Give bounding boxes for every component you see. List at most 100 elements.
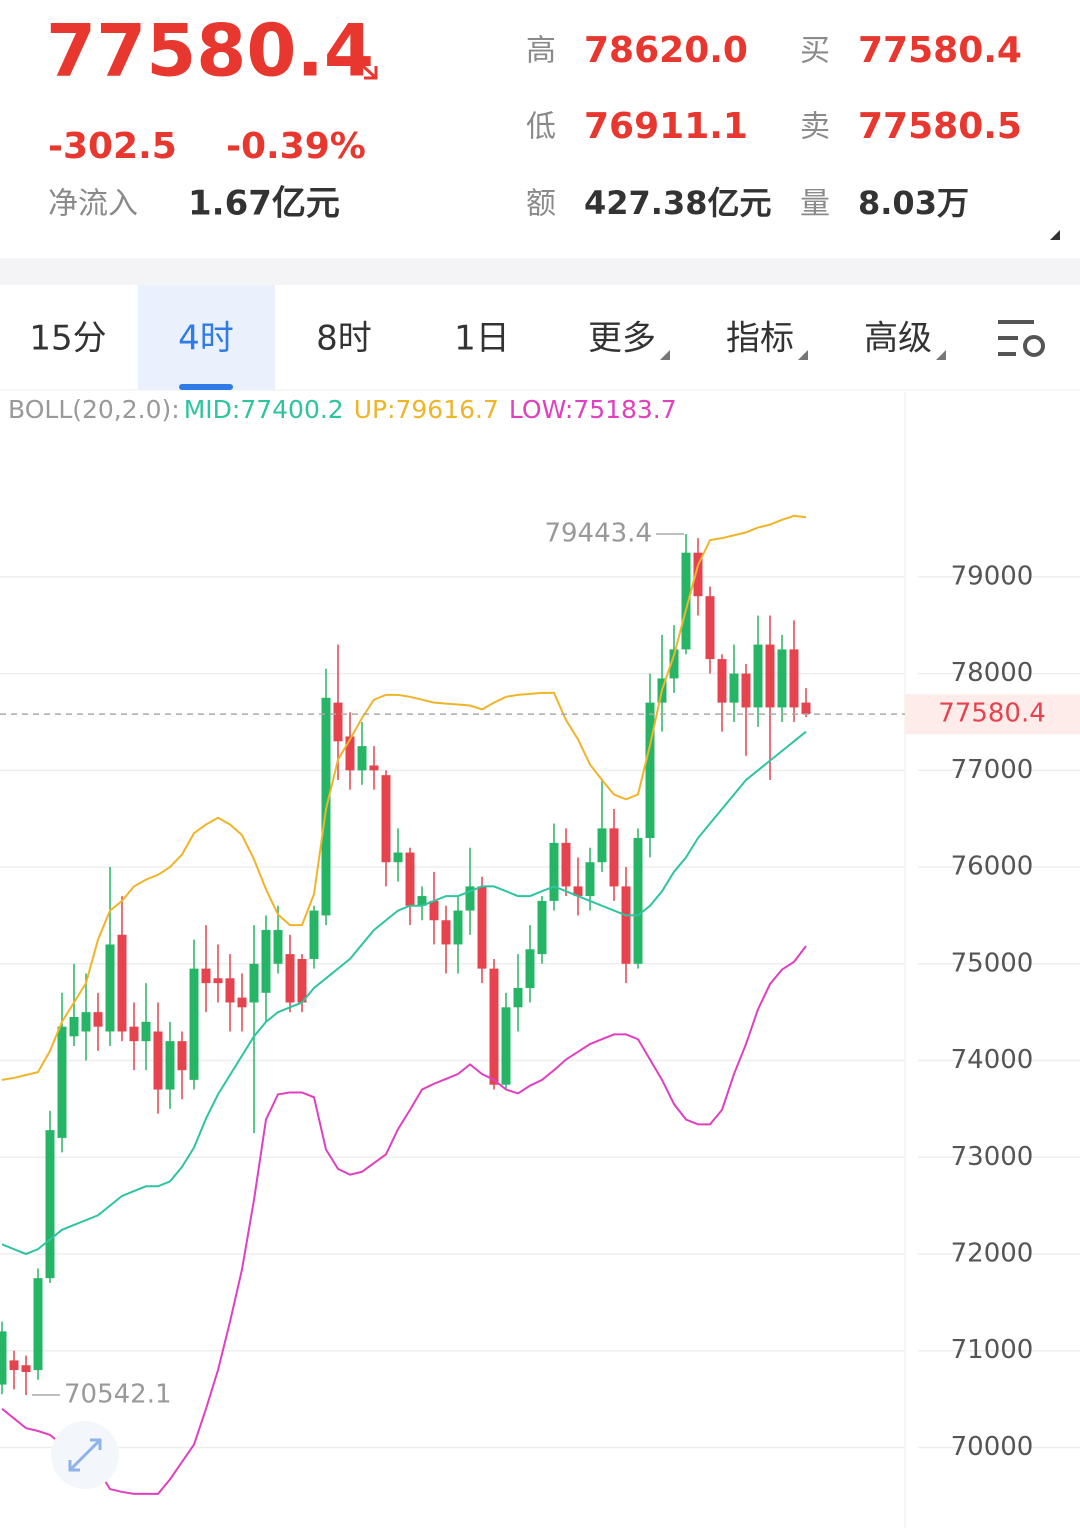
- candle-body: [273, 929, 283, 964]
- candle-body: [429, 900, 439, 921]
- candle-body: [765, 644, 775, 708]
- stat-label: 高: [526, 34, 556, 69]
- tab[interactable]: 4时: [178, 319, 234, 359]
- chart: 70000 71000 72000 73000 74000 75000 76000 77000…: [0, 395, 1080, 1495]
- candle-body: [681, 552, 691, 650]
- candle-body: [177, 1041, 187, 1071]
- active-tab-indicator: [179, 384, 233, 390]
- legend: BOLL(20,2.0): MID:77400.2 UP:79616.7 LOW:75…: [8, 395, 677, 424]
- last-price-tag: [905, 694, 1080, 735]
- stat-value: 77580.5: [858, 106, 1022, 147]
- tab[interactable]: 1日: [454, 319, 510, 359]
- fullscreen-icon: [68, 1438, 102, 1472]
- tab[interactable]: 更多: [588, 319, 656, 359]
- candle-body: [753, 644, 763, 708]
- candle-body: [309, 910, 319, 959]
- candle-body: [537, 900, 547, 955]
- candle-body: [789, 649, 799, 708]
- tab[interactable]: 高级: [864, 319, 932, 359]
- down-arrow-icon: [350, 54, 378, 80]
- net-inflow: 1.67亿元: [188, 184, 340, 224]
- y-tick-label: 76000: [951, 852, 1034, 882]
- stat-value: 78620.0: [584, 30, 748, 71]
- candle-body: [549, 842, 559, 901]
- candle-body: [117, 934, 127, 1032]
- candle-body: [405, 852, 415, 906]
- stat-label: 买: [800, 34, 830, 69]
- candle-body: [369, 765, 379, 771]
- candle-body: [381, 775, 391, 863]
- candle-body: [705, 596, 715, 660]
- candle-body: [621, 886, 631, 964]
- candle-body: [153, 1031, 163, 1090]
- expand-toggle[interactable]: [1050, 230, 1060, 240]
- last-price-label: 77580.4: [938, 699, 1046, 729]
- candle-body: [105, 944, 115, 1032]
- candle-body: [513, 987, 523, 1008]
- candle-body: [213, 978, 223, 984]
- candle-body: [81, 1012, 91, 1032]
- candle-body: [201, 968, 211, 984]
- candle-body: [585, 862, 595, 897]
- candle-body: [501, 1007, 511, 1085]
- candle-body: [129, 1026, 139, 1042]
- candle-body: [717, 659, 727, 703]
- boll-line: [1, 945, 807, 1495]
- candle-body: [645, 702, 655, 839]
- stat-label: 低: [526, 110, 556, 145]
- legend-title: BOLL(20,2.0):: [8, 395, 180, 424]
- candle-body: [141, 1021, 151, 1042]
- candle-body: [417, 896, 427, 906]
- candle-body: [165, 1041, 175, 1090]
- candle-body: [741, 673, 751, 708]
- candle-body: [9, 1360, 19, 1371]
- candle-body: [285, 954, 295, 1003]
- candle-body: [393, 852, 403, 863]
- candle-body: [597, 828, 607, 863]
- candle-body: [561, 842, 571, 887]
- candle-body: [489, 968, 499, 1085]
- candle-body: [525, 949, 535, 988]
- tab[interactable]: 指标: [726, 319, 794, 359]
- active-tab-bg: [138, 285, 275, 390]
- dropdown-caret: [936, 350, 946, 360]
- stat-value: 76911.1: [584, 106, 748, 147]
- candle-body: [633, 838, 643, 964]
- boll-line: [1, 730, 807, 1256]
- candle-body: [249, 963, 259, 1003]
- candle-body: [801, 702, 811, 715]
- stat-value: 427.38亿元: [584, 184, 772, 222]
- y-tick-label: 77000: [951, 755, 1034, 785]
- stat-value: 77580.4: [858, 30, 1022, 71]
- dropdown-caret: [660, 350, 670, 360]
- candle-body: [45, 1130, 55, 1279]
- candle-body: [693, 552, 703, 597]
- candle-body: [357, 746, 367, 771]
- last-price: 77580.4: [46, 9, 374, 93]
- candle-body: [21, 1365, 31, 1372]
- stat-label: 额: [526, 187, 556, 222]
- y-tick-label: 73000: [951, 1142, 1034, 1172]
- separator: [0, 258, 1080, 285]
- legend-entry: MID:77400.2: [184, 395, 344, 424]
- candle-body: [729, 673, 739, 703]
- y-tick-label: 70000: [951, 1432, 1034, 1462]
- net-inflow-label: 净流入: [48, 187, 138, 222]
- candle-body: [297, 958, 307, 1003]
- stat-value: 8.03万: [858, 184, 969, 222]
- candle-body: [465, 886, 475, 911]
- legend-entry: LOW:75183.7: [509, 395, 677, 424]
- tab[interactable]: 8时: [316, 319, 372, 359]
- stats: 高 78620.0 低 76911.1 额 427.38亿元 买 77580.4 卖 77580.…: [526, 30, 1022, 222]
- candle-body: [189, 968, 199, 1080]
- dropdown-caret: [798, 350, 808, 360]
- candle-body: [33, 1278, 43, 1371]
- tab[interactable]: 15分: [29, 319, 106, 359]
- settings-icon[interactable]: [998, 320, 1045, 357]
- candle-body: [57, 1026, 67, 1138]
- candle-body: [333, 702, 343, 742]
- candle-body: [225, 978, 235, 1003]
- y-tick-label: 79000: [951, 561, 1034, 591]
